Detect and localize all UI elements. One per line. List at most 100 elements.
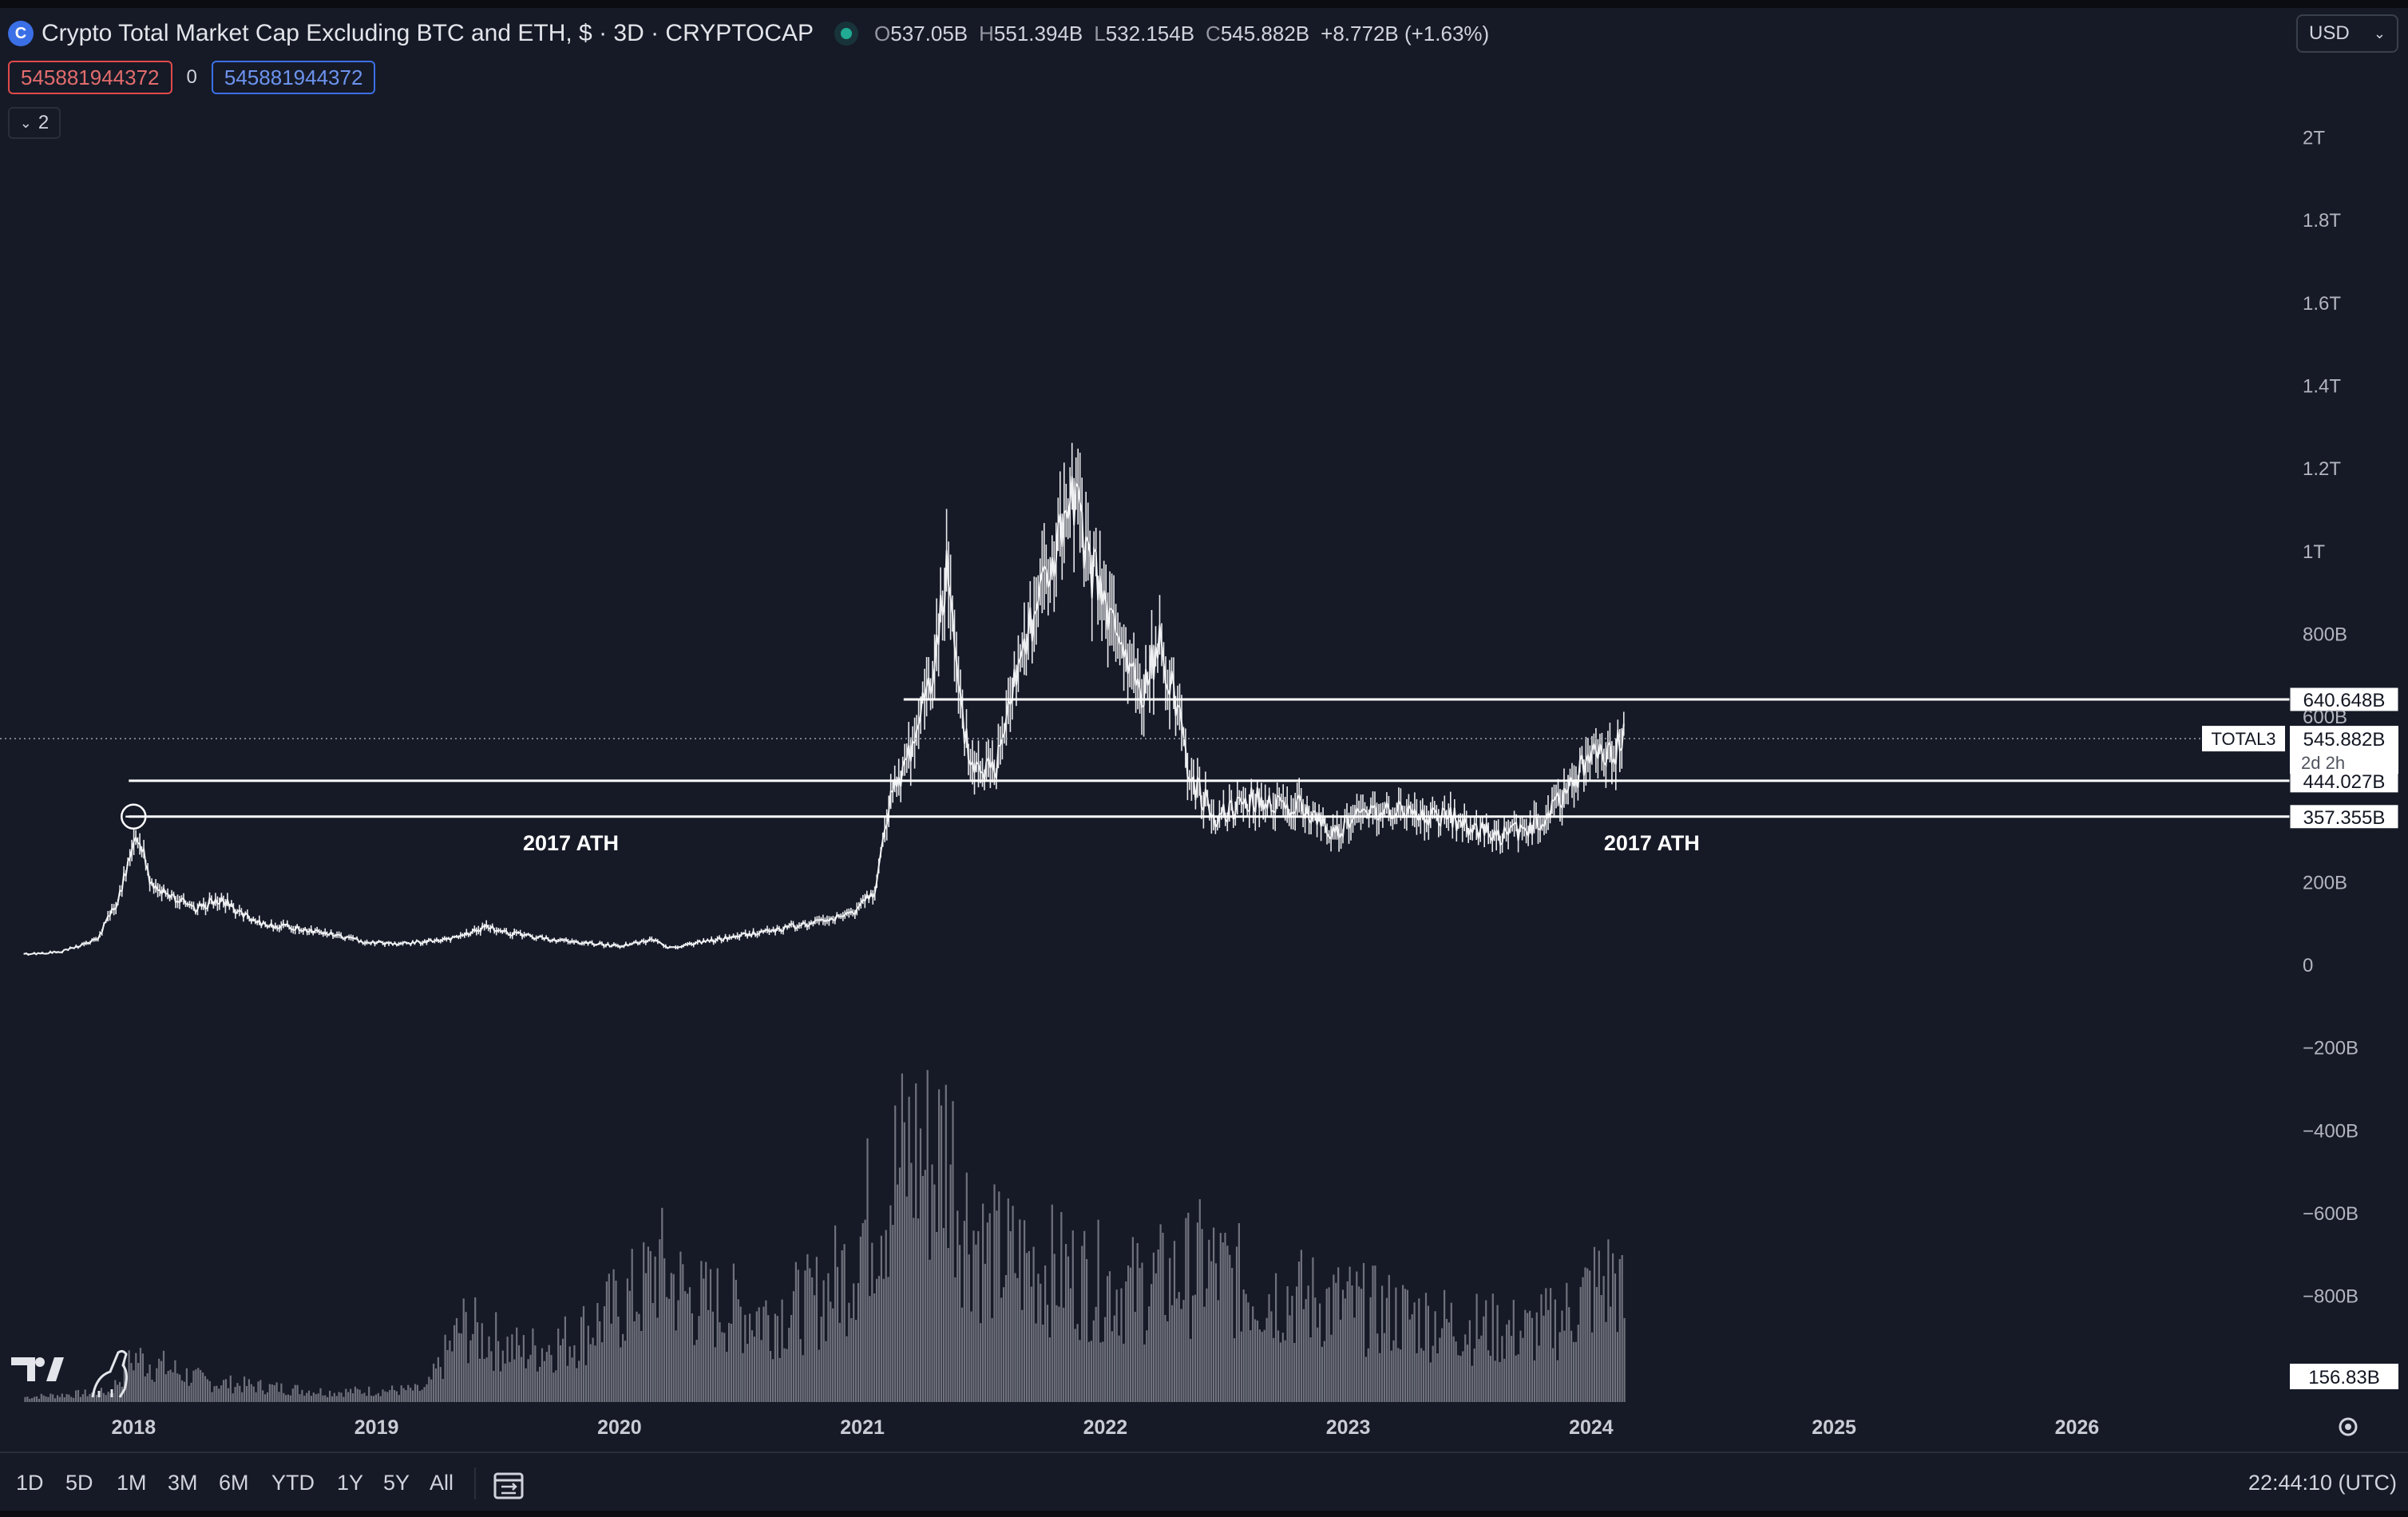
volume-bar <box>402 1388 405 1402</box>
bottom-border <box>0 1511 2408 1517</box>
volume-bar <box>765 1300 767 1402</box>
volume-bar <box>728 1322 731 1402</box>
volume-bar <box>1480 1335 1483 1402</box>
volume-bar <box>1309 1337 1312 1402</box>
volume-bar <box>1268 1294 1270 1402</box>
volume-bar <box>1159 1224 1162 1402</box>
volume-bar <box>1194 1294 1197 1402</box>
volume-bar <box>248 1379 250 1402</box>
volume-bar <box>1275 1273 1277 1402</box>
volume-bar <box>340 1392 343 1402</box>
volume-bar <box>315 1394 317 1402</box>
volume-bar <box>1234 1338 1236 1402</box>
y-tick-label: 600B <box>2303 707 2347 728</box>
indicator-value-red[interactable]: 545881944372 <box>8 61 172 94</box>
volume-bar <box>1485 1300 1487 1402</box>
volume-bar <box>1388 1274 1390 1402</box>
indicator-value-blue[interactable]: 545881944372 <box>211 61 376 94</box>
volume-bar <box>1568 1307 1570 1402</box>
volume-bar <box>70 1396 73 1402</box>
y-tick-label: 1.8T <box>2303 210 2341 232</box>
volume-bar <box>1591 1332 1594 1402</box>
volume-bar <box>1533 1360 1535 1402</box>
price-axis[interactable]: 2T 1.8T 1.6T 1.4T 1.2T 1T 800B 600B 200B 0 −200B −4… <box>2290 128 2398 1389</box>
range-1y[interactable]: 1Y <box>337 1471 364 1495</box>
volume-bar <box>1420 1348 1423 1402</box>
volume-bar <box>841 1250 843 1402</box>
volume-bar <box>794 1262 797 1402</box>
volume-bar <box>1439 1337 1441 1402</box>
volume-bar <box>1517 1354 1519 1402</box>
range-1m[interactable]: 1M <box>117 1471 147 1495</box>
volume-bar <box>1148 1306 1151 1402</box>
volume-bar <box>1494 1361 1496 1402</box>
volume-bar <box>751 1330 754 1402</box>
volume-bar <box>449 1341 451 1402</box>
volume-bar <box>1448 1322 1450 1402</box>
volume-bar <box>1475 1293 1478 1402</box>
volume-bar <box>1524 1309 1527 1402</box>
tradingview-logo-icon[interactable] <box>11 1357 64 1381</box>
volume-bar <box>1566 1282 1568 1402</box>
y-tick-label: −800B <box>2303 1286 2358 1308</box>
volume-bar <box>714 1347 716 1402</box>
collapse-indicators-button[interactable]: ⌄ 2 <box>8 107 61 139</box>
volume-bar <box>539 1366 541 1402</box>
volume-bar <box>174 1360 176 1402</box>
x-tick-label: 2024 <box>1569 1416 1614 1439</box>
volume-bar <box>599 1321 601 1402</box>
range-5y[interactable]: 5Y <box>383 1471 410 1495</box>
volume-bar <box>1543 1315 1545 1402</box>
volume-bar <box>1353 1317 1356 1402</box>
ohlc-open: O537.05B <box>874 21 968 46</box>
range-1d[interactable]: 1D <box>16 1471 44 1495</box>
volume-bar <box>289 1395 291 1402</box>
volume-bar <box>1067 1256 1070 1402</box>
volume-bar <box>735 1279 737 1402</box>
volume-bar <box>218 1388 220 1402</box>
volume-bar <box>472 1333 474 1402</box>
volume-bar <box>162 1350 165 1402</box>
volume-bar <box>1547 1309 1550 1402</box>
date-range-icon[interactable] <box>492 1469 527 1501</box>
volume-bar <box>986 1222 988 1402</box>
utc-clock[interactable]: 22:44:10 (UTC) <box>2248 1471 2397 1495</box>
volume-bar <box>566 1365 568 1402</box>
symbol-title[interactable]: Crypto Total Market Cap Excluding BTC an… <box>42 20 814 46</box>
range-all[interactable]: All <box>430 1471 454 1495</box>
volume-bar <box>1273 1337 1275 1402</box>
settings-gear-icon[interactable] <box>2339 1417 2358 1436</box>
currency-select[interactable]: USD ⌄ <box>2296 14 2398 53</box>
volume-bar <box>1423 1350 1425 1402</box>
cryptocap-logo-icon: C <box>8 21 34 46</box>
range-3m[interactable]: 3M <box>168 1471 198 1495</box>
y-tick-label: 200B <box>2303 872 2347 893</box>
volume-bar <box>527 1359 529 1402</box>
dino-icon[interactable] <box>91 1349 129 1398</box>
volume-bars <box>24 1070 1626 1402</box>
volume-bar <box>271 1384 273 1402</box>
volume-bar <box>442 1379 444 1402</box>
volume-bar <box>368 1386 370 1402</box>
price-chart[interactable]: 640.648B 444.027B 357.355B TOTAL3 545.882B2d… <box>0 0 2408 1452</box>
volume-bar <box>993 1184 996 1402</box>
volume-bar <box>1076 1324 1079 1402</box>
volume-bar <box>980 1323 982 1402</box>
volume-bar <box>1424 1293 1428 1402</box>
volume-bar <box>758 1307 760 1402</box>
range-5d[interactable]: 5D <box>65 1471 93 1495</box>
volume-bar <box>786 1349 788 1402</box>
range-6m[interactable]: 6M <box>219 1471 249 1495</box>
time-axis[interactable]: 2018 2019 2020 2021 2022 2023 2024 2025 2026 <box>111 1416 2099 1439</box>
volume-bar <box>631 1249 633 1402</box>
volume-bar <box>351 1393 354 1402</box>
volume-bar <box>262 1390 264 1402</box>
volume-bar <box>1556 1360 1558 1402</box>
volume-bar <box>1210 1261 1213 1402</box>
volume-bar <box>1169 1258 1171 1402</box>
volume-bar <box>102 1392 105 1402</box>
volume-bar <box>903 1122 905 1402</box>
volume-bar <box>938 1089 941 1402</box>
range-ytd[interactable]: YTD <box>271 1471 315 1495</box>
volume-bar <box>1344 1298 1346 1402</box>
